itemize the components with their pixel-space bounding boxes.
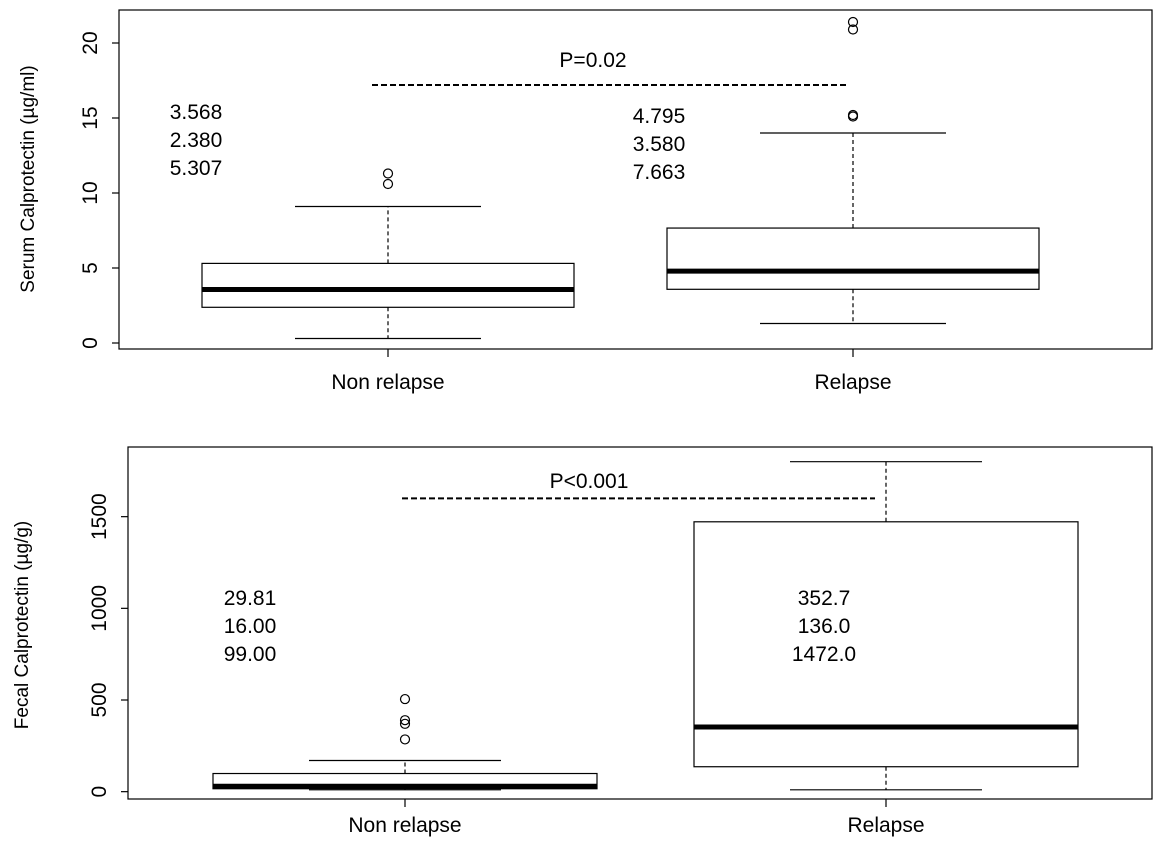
chart1-box-iqr [666,227,1040,290]
chart1-y-tick-label: 15 [79,106,102,129]
chart2-y-tick-label: 1000 [88,585,111,632]
chart2-x-tick-label: Relapse [847,814,924,837]
chart2-stats-annotation: 352.7 [798,587,851,610]
chart1-stats-annotation: 2.380 [170,129,223,152]
chart2-stats-annotation: 99.00 [224,643,277,666]
chart2-stats-annotation: 1472.0 [792,643,856,666]
chart1-p-value-label: P=0.02 [559,49,626,72]
chart2-y-tick-label: 500 [88,682,111,717]
chart2-stats-annotation: 16.00 [224,615,277,638]
chart1-outlier-point [382,168,394,179]
chart1-outlier-point [847,16,859,28]
chart2-outlier-point [399,715,411,726]
chart2-y-tick-label: 1500 [88,493,111,540]
chart1-stats-annotation: 4.795 [633,105,686,128]
chart2-p-value-label: P<0.001 [550,470,629,493]
chart1-outlier-point [847,109,859,121]
chart2-stats-annotation: 29.81 [224,587,277,610]
chart1-y-tick-label: 20 [79,31,102,54]
chart1-x-tick-label: Relapse [814,371,891,394]
chart2-box-iqr [693,521,1079,768]
chart1-stats-annotation: 7.663 [633,161,686,184]
chart1-box-iqr [201,262,575,308]
chart1-y-tick-label: 10 [79,181,102,204]
chart2-outlier-point [399,718,411,729]
chart2-x-tick-label: Non relapse [348,814,461,837]
chart2-y-axis-title: Fecal Calprotectin (µg/g) [12,521,33,729]
chart1-stats-annotation: 5.307 [170,157,223,180]
chart2-stats-annotation: 136.0 [798,615,851,638]
chart2-y-tick-label: 0 [88,786,111,798]
chart1-y-axis-title: Serum Calprotectin (µg/ml) [18,65,39,292]
chart1-x-tick-label: Non relapse [331,371,444,394]
chart1-plot-frame [118,9,1153,350]
chart2-outlier-point [399,693,411,705]
chart1-outlier-point [847,24,859,35]
chart2-plot-frame [127,446,1153,800]
chart1-stats-annotation: 3.580 [633,133,686,156]
chart1-y-tick-label: 5 [79,262,102,274]
chart2-outlier-point [399,734,411,745]
chart1-outlier-point [382,178,394,190]
chart1-y-tick-label: 0 [79,337,102,349]
chart1-stats-annotation: 3.568 [170,101,223,124]
